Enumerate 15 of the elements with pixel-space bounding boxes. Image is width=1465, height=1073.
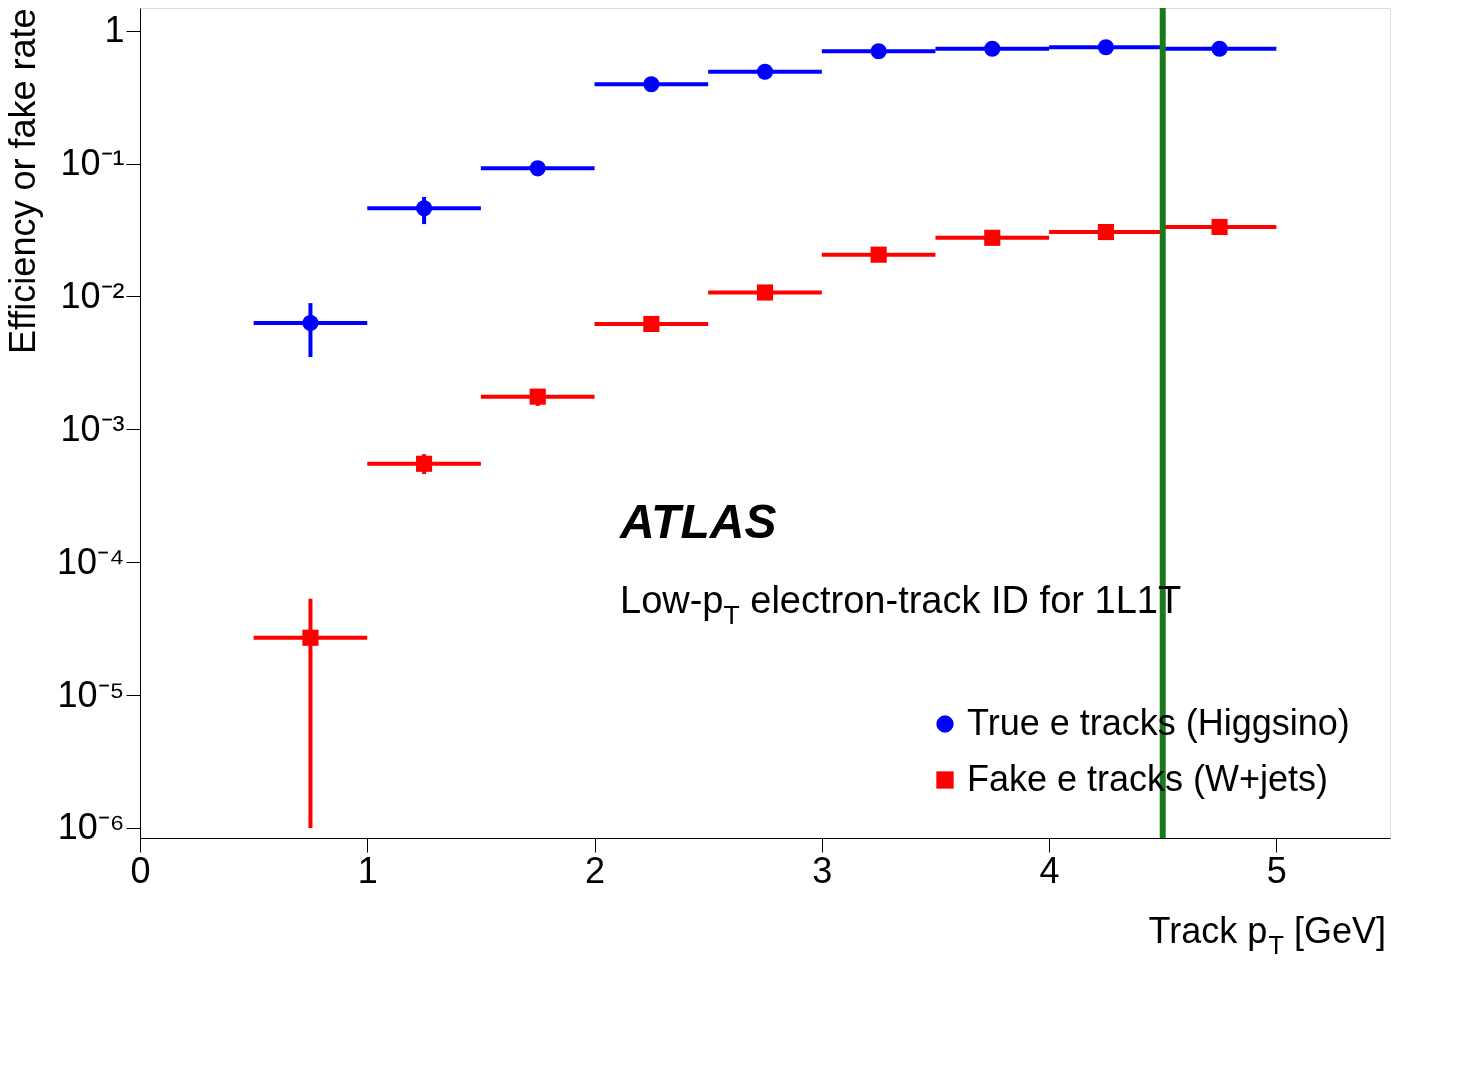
- x-tick-label: 4: [1039, 849, 1060, 891]
- x-tick-label: 3: [812, 849, 833, 891]
- y-tick-label: 1: [104, 9, 125, 51]
- x-tick-label: 0: [130, 849, 151, 891]
- y-axis-title: Efficiency or fake rate: [1, 8, 43, 354]
- y-tick-label: 10⁻⁵: [57, 673, 125, 715]
- annotation: ATLAS: [619, 495, 777, 548]
- x-tick-label: 2: [585, 849, 606, 891]
- y-tick-label: 10⁻⁴: [56, 540, 125, 582]
- y-tick-label: 10⁻²: [60, 274, 125, 316]
- y-tick-label: 10⁻¹: [60, 142, 125, 184]
- x-tick-label: 5: [1266, 849, 1287, 891]
- x-tick-label: 1: [357, 849, 378, 891]
- y-tick-label: 10⁻⁶: [57, 806, 125, 848]
- y-tick-label: 10⁻³: [60, 407, 125, 449]
